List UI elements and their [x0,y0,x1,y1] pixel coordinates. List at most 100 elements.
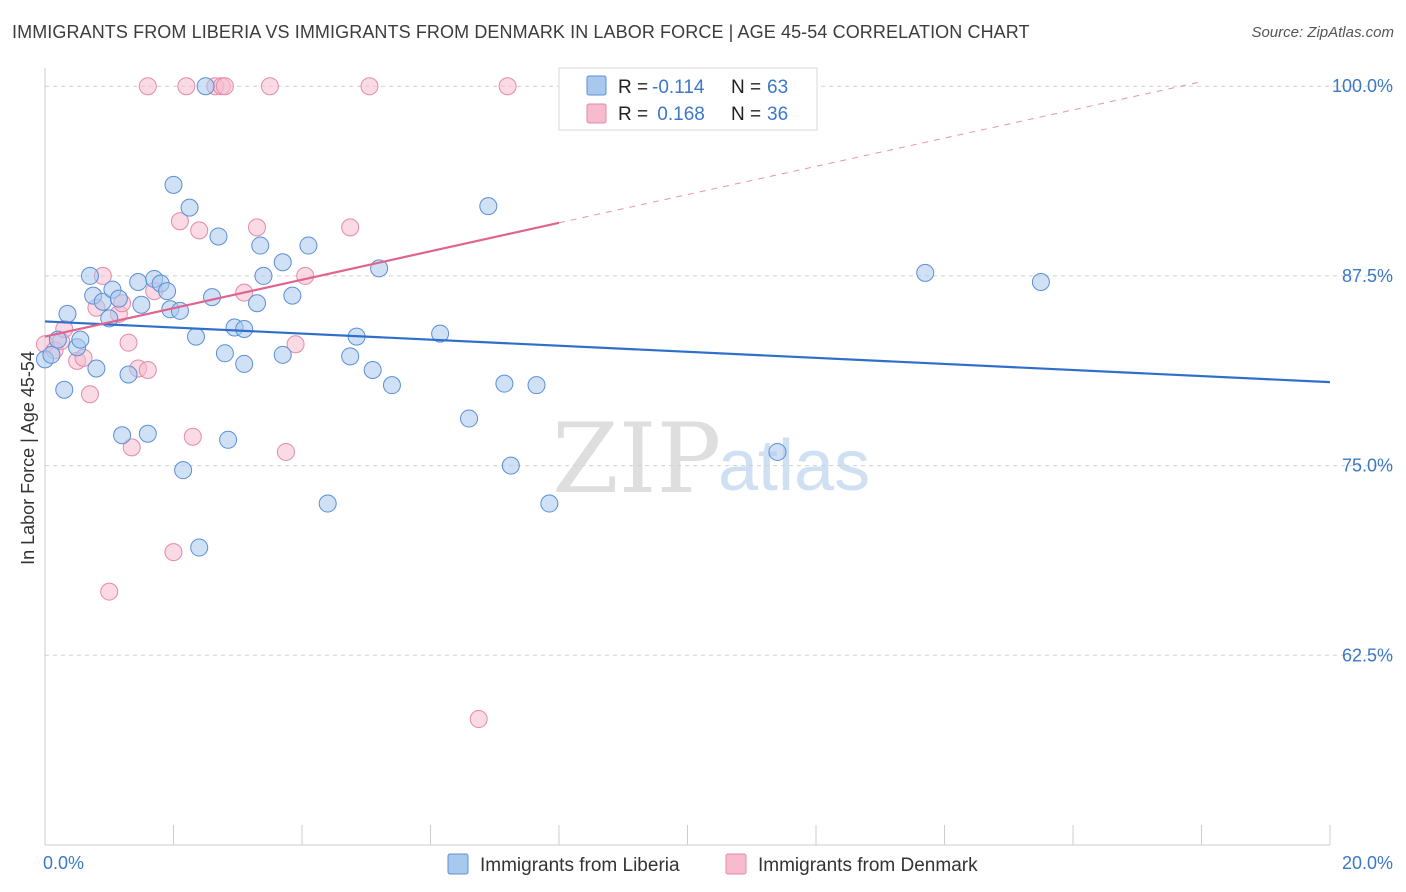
denmark-point [170,212,189,231]
liberia-point [58,304,77,323]
legend-liberia-swatch [586,75,607,96]
denmark-point [286,335,305,354]
watermark: ZIP atlas [552,403,870,515]
x-ticks: 0.0% 20.0% [43,825,1393,873]
legend-r-value-1: -0.114 [652,77,705,98]
y-axis-label: In Labor Force | Age 45-54 [18,351,38,565]
legend-n-label-2: N = [731,104,761,125]
liberia-point [87,359,106,378]
liberia-point [219,430,238,449]
liberia-point [382,376,401,395]
liberia-point [42,345,61,364]
liberia-point [283,286,302,305]
legend-r-label-2: R = [618,104,648,125]
denmark-point [360,77,379,96]
denmark-trend-extension [558,81,1202,224]
liberia-point [479,197,498,216]
correlation-legend: R = -0.114 N = 63 R = 0.168 N = 36 [558,67,818,131]
liberia-point [501,456,520,475]
liberia-point [164,175,183,194]
denmark-point [164,543,183,562]
liberia-point [495,374,514,393]
liberia-point [138,424,157,443]
source-label: Source: ZipAtlas.com [1251,24,1394,41]
legend-n-value-1: 63 [767,77,788,98]
denmark-point [177,77,196,96]
legend-r-value-2: 0.168 [652,104,705,125]
liberia-point [196,77,215,96]
denmark-point [138,360,157,379]
liberia-point [341,347,360,366]
liberia-point [180,198,199,217]
liberia-point [80,266,99,285]
chart-title: IMMIGRANTS FROM LIBERIA VS IMMIGRANTS FR… [12,22,1030,42]
liberia-point [318,494,337,513]
series-legend-denmark-swatch [725,853,747,875]
denmark-points [36,77,517,729]
legend-r-label-1: R = [618,77,648,98]
liberia-point [363,360,382,379]
liberia-point [273,345,292,364]
denmark-point [260,77,279,96]
series-legend-liberia-swatch [447,853,469,875]
liberia-point [129,272,148,291]
liberia-point [540,494,559,513]
liberia-point [113,426,132,445]
series-legend-liberia-label: Immigrants from Liberia [480,855,680,876]
denmark-point [119,333,138,352]
liberia-point [158,282,177,301]
denmark-trend-line [44,221,560,338]
liberia-point [768,442,787,461]
liberia-point [916,263,935,282]
liberia-point [235,320,254,339]
legend-n-label-1: N = [731,77,761,98]
denmark-point [248,218,267,237]
denmark-point [122,438,141,457]
liberia-point [119,365,138,384]
liberia-point [251,236,270,255]
denmark-point [276,442,295,461]
y-tick-label: 100.0% [1332,76,1393,96]
liberia-point [1031,272,1050,291]
series-legend-denmark-label: Immigrants from Denmark [758,855,978,876]
liberia-point [248,294,267,313]
liberia-point [235,354,254,373]
liberia-points [36,77,1050,557]
denmark-point [469,710,488,729]
liberia-point [174,461,193,480]
denmark-point [341,218,360,237]
liberia-point [71,330,90,349]
denmark-point [498,77,517,96]
denmark-point [190,221,209,240]
x-tick-label: 0.0% [43,853,84,873]
denmark-point [80,385,99,404]
y-tick-labels: 62.5% 75.0% 87.5% 100.0% [1332,76,1393,665]
liberia-point [215,344,234,363]
y-tick-label: 87.5% [1342,266,1393,286]
liberia-point [203,288,222,307]
liberia-point [209,227,228,246]
legend-denmark-swatch [586,103,607,124]
denmark-point [183,427,202,446]
liberia-point [460,409,479,428]
liberia-point [190,538,209,557]
denmark-point [138,77,157,96]
liberia-point [254,266,273,285]
liberia-point [299,236,318,255]
watermark-zip: ZIP [552,403,721,515]
liberia-point [132,295,151,314]
legend-n-value-2: 36 [767,104,788,125]
liberia-point [55,380,74,399]
denmark-point [100,582,119,601]
liberia-point [431,324,450,343]
denmark-point [296,266,315,285]
denmark-point [215,77,234,96]
x-tick-label: 20.0% [1342,853,1393,873]
liberia-point [109,289,128,308]
liberia-trend-line [44,320,1331,384]
liberia-point [186,327,205,346]
liberia-point [527,376,546,395]
series-legend: Immigrants from Liberia Immigrants from … [447,853,978,876]
liberia-point [273,253,292,272]
